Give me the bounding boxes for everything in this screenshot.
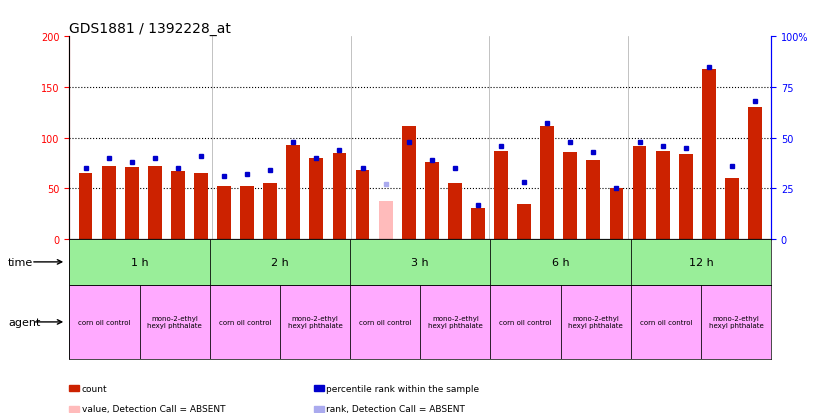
Bar	[140, 285, 210, 359]
Text: 3 h: 3 h	[411, 257, 429, 267]
Text: GDS1881 / 1392228_at: GDS1881 / 1392228_at	[69, 22, 231, 36]
Bar	[561, 285, 631, 359]
Text: rank, Detection Call = ABSENT: rank, Detection Call = ABSENT	[326, 404, 465, 413]
Text: time: time	[8, 257, 33, 267]
Text: corn oil control: corn oil control	[219, 319, 271, 325]
Bar	[494, 152, 508, 240]
Text: agent: agent	[8, 317, 41, 327]
Text: percentile rank within the sample: percentile rank within the sample	[326, 384, 480, 393]
Bar	[725, 179, 738, 240]
Bar	[264, 184, 277, 240]
Bar	[78, 174, 92, 240]
Bar	[356, 171, 370, 240]
Bar	[350, 285, 420, 359]
Bar	[309, 159, 323, 240]
Bar	[420, 285, 490, 359]
Bar	[148, 167, 162, 240]
Bar	[448, 184, 462, 240]
Bar	[748, 108, 762, 240]
Text: count: count	[82, 384, 107, 393]
Text: 1 h: 1 h	[131, 257, 149, 267]
Bar	[632, 147, 646, 240]
Bar	[125, 168, 139, 240]
Bar	[350, 240, 490, 285]
Bar	[656, 152, 670, 240]
Text: 6 h: 6 h	[552, 257, 570, 267]
Text: mono-2-ethyl
hexyl phthalate: mono-2-ethyl hexyl phthalate	[428, 316, 483, 329]
Text: corn oil control: corn oil control	[359, 319, 411, 325]
Bar	[171, 172, 184, 240]
Bar	[471, 208, 485, 240]
Bar	[69, 240, 210, 285]
Bar	[69, 285, 140, 359]
Text: 12 h: 12 h	[689, 257, 713, 267]
Bar	[517, 204, 531, 240]
Bar	[425, 163, 439, 240]
Text: corn oil control: corn oil control	[499, 319, 552, 325]
Bar	[280, 285, 350, 359]
Bar	[631, 240, 771, 285]
Bar	[631, 285, 701, 359]
Bar	[240, 187, 254, 240]
Text: mono-2-ethyl
hexyl phthalate: mono-2-ethyl hexyl phthalate	[287, 316, 343, 329]
Text: mono-2-ethyl
hexyl phthalate: mono-2-ethyl hexyl phthalate	[147, 316, 202, 329]
Bar	[540, 126, 554, 240]
Bar	[701, 285, 771, 359]
Bar	[210, 285, 280, 359]
Bar	[401, 126, 415, 240]
Bar	[286, 145, 300, 240]
Bar	[379, 201, 392, 240]
Bar	[332, 154, 346, 240]
Bar	[194, 174, 208, 240]
Text: 2 h: 2 h	[271, 257, 289, 267]
Bar	[490, 285, 561, 359]
Bar	[702, 69, 716, 240]
Bar	[587, 161, 601, 240]
Bar	[210, 240, 350, 285]
Bar	[563, 152, 577, 240]
Bar	[490, 240, 631, 285]
Text: mono-2-ethyl
hexyl phthalate: mono-2-ethyl hexyl phthalate	[568, 316, 623, 329]
Text: value, Detection Call = ABSENT: value, Detection Call = ABSENT	[82, 404, 225, 413]
Bar	[102, 167, 116, 240]
Text: corn oil control: corn oil control	[640, 319, 692, 325]
Text: mono-2-ethyl
hexyl phthalate: mono-2-ethyl hexyl phthalate	[708, 316, 764, 329]
Bar	[610, 189, 623, 240]
Text: corn oil control: corn oil control	[78, 319, 131, 325]
Bar	[217, 187, 231, 240]
Bar	[679, 154, 693, 240]
